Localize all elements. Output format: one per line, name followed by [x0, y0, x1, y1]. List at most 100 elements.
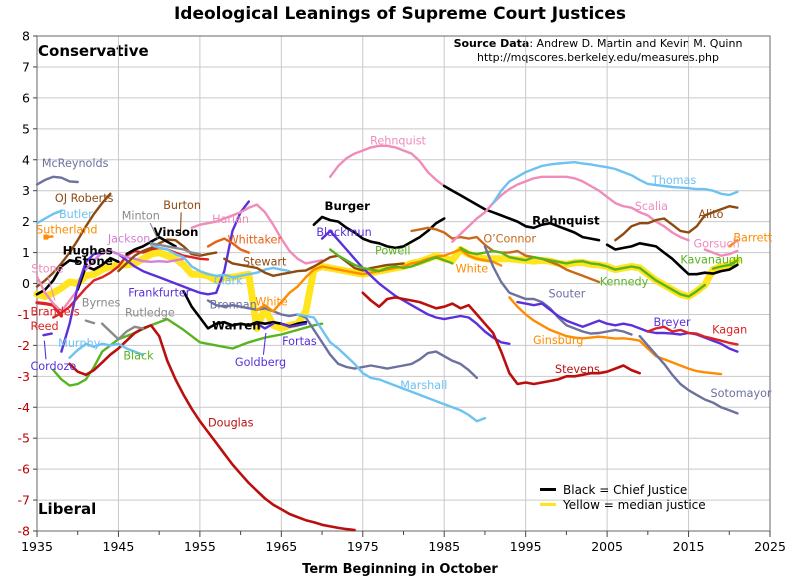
justice-label-marshall: Marshall [400, 379, 447, 392]
justice-label-stone: Stone [31, 263, 63, 276]
series-rehnquist_chief [442, 184, 601, 242]
x-tick-label: 1995 [510, 539, 542, 554]
source-authors: : Andrew D. Martin and Kevin M. Quinn [529, 37, 743, 50]
y-tick-label: 6 [22, 90, 30, 105]
justice-label-frankfurter: Frankfurter [128, 286, 191, 299]
y-tick-label: 2 [22, 214, 30, 229]
x-tick-label: 1945 [103, 539, 135, 554]
series-oconnor [410, 226, 601, 284]
series-rutledge [100, 322, 145, 341]
series-murphy [68, 342, 145, 359]
justice-label-byrnes: Byrnes [82, 296, 121, 309]
series-ginsburg [508, 296, 723, 376]
series-minton [149, 242, 202, 256]
y-tick-label: -2 [18, 338, 30, 353]
justice-label-gorsuch: Gorsuch [693, 238, 739, 251]
series-souter [483, 245, 633, 336]
chart-title: Ideological Leanings of Supreme Court Ju… [173, 4, 627, 24]
series-goldberg [255, 322, 275, 330]
y-tick-label: 0 [22, 276, 30, 291]
x-tick-label: 1935 [21, 539, 53, 554]
x-tick-label: 2025 [754, 539, 786, 554]
justice-label-kagan: Kagan [712, 323, 747, 336]
justice-label-stewart: Stewart [243, 256, 287, 269]
justice-label-white: White [456, 263, 489, 276]
liberal-label: Liberal [38, 500, 97, 518]
series-scalia [451, 175, 690, 243]
justice-label-cordozo: Cordozo [30, 360, 76, 373]
legend-label-median: Yellow = median justice [563, 497, 706, 512]
justice-label-stevens: Stevens [555, 363, 600, 376]
justice-label-rutledge: Rutledge [125, 306, 175, 319]
justice-label-breyer: Breyer [654, 316, 691, 329]
legend-item-chief: Black = Chief Justice [540, 482, 706, 497]
justice-label-douglas: Douglas [208, 417, 254, 430]
series-powell [329, 248, 454, 273]
y-tick-label: -1 [18, 307, 30, 322]
series-whittaker [206, 237, 251, 254]
label-leader [47, 275, 56, 301]
justice-label-hughes: Hughes [63, 244, 113, 258]
justice-label-rehnquist: Rehnquist [370, 134, 426, 147]
y-tick-label: 4 [22, 152, 30, 167]
justice-label-brandeis: Brandeis [30, 305, 79, 318]
justice-label-sotomayor: Sotomayor [711, 387, 772, 400]
chart-legend: Black = Chief Justice Yellow = median ju… [540, 482, 706, 512]
y-tick-label: -4 [18, 400, 31, 415]
series-frankfurter [60, 200, 251, 353]
x-tick-label: 1965 [265, 539, 297, 554]
y-tick-label: -5 [18, 431, 30, 446]
justice-label-whittaker: Whittaker [228, 234, 283, 247]
justice-label-fortas: Fortas [282, 335, 317, 348]
series-butler [35, 209, 63, 225]
series-oj_roberts [35, 192, 112, 288]
legend-label-chief: Black = Chief Justice [563, 482, 688, 497]
series-thomas [491, 160, 739, 205]
series-brennan [206, 299, 478, 380]
justice-label-rehnquist: Rehnquist [532, 214, 600, 228]
series-burger [312, 215, 446, 250]
justice-label-clark: Clark [214, 274, 243, 287]
justice-label-blackmun: Blackmun [316, 226, 371, 239]
source-url: http://mqscores.berkeley.edu/measures.ph… [476, 51, 720, 64]
justice-label-barrett: Barrett [733, 232, 773, 245]
justice-label-reed: Reed [30, 320, 58, 333]
series-kennedy [459, 246, 706, 298]
label-leader [43, 340, 47, 360]
series-sutherland-marker [43, 234, 49, 240]
justice-label-murphy: Murphy [58, 337, 101, 350]
series-kagan [646, 325, 739, 346]
series-black [52, 317, 324, 387]
justice-label-scalia: Scalia [635, 200, 668, 213]
y-tick-label: 5 [22, 121, 30, 136]
justice-label-brennan: Brennan [210, 299, 257, 312]
series-douglas [68, 323, 356, 532]
y-tick-label: -6 [18, 462, 31, 477]
series-cardozo [42, 332, 53, 337]
justice-label-souter: Souter [548, 287, 585, 300]
series-white [255, 248, 503, 313]
series-harlan [190, 203, 324, 265]
x-tick-label: 1985 [428, 539, 460, 554]
series-barrett [728, 238, 739, 248]
series-byrnes [84, 319, 96, 325]
series-brandeis [35, 301, 64, 318]
x-tick-label: 1975 [347, 539, 379, 554]
y-tick-label: 8 [22, 29, 30, 44]
justice-label-goldberg: Goldberg [235, 356, 286, 369]
justice-label-butler: Butler [59, 208, 93, 221]
justice-label-alito: Alito [698, 208, 723, 221]
justice-label-minton: Minton [122, 210, 160, 223]
x-tick-label: 2005 [591, 539, 623, 554]
justice-label-black: Black [123, 349, 154, 362]
series-stone_assoc [35, 275, 79, 313]
legend-swatch-black-icon [540, 488, 556, 491]
y-tick-label: 3 [22, 183, 30, 198]
x-tick-label: 2015 [673, 539, 705, 554]
source-credit: Source Data: Andrew D. Martin and Kevin … [420, 37, 776, 51]
series-roberts [605, 242, 739, 276]
series-alito [614, 204, 739, 242]
label-leader [149, 222, 159, 239]
series-marshall [296, 313, 487, 423]
